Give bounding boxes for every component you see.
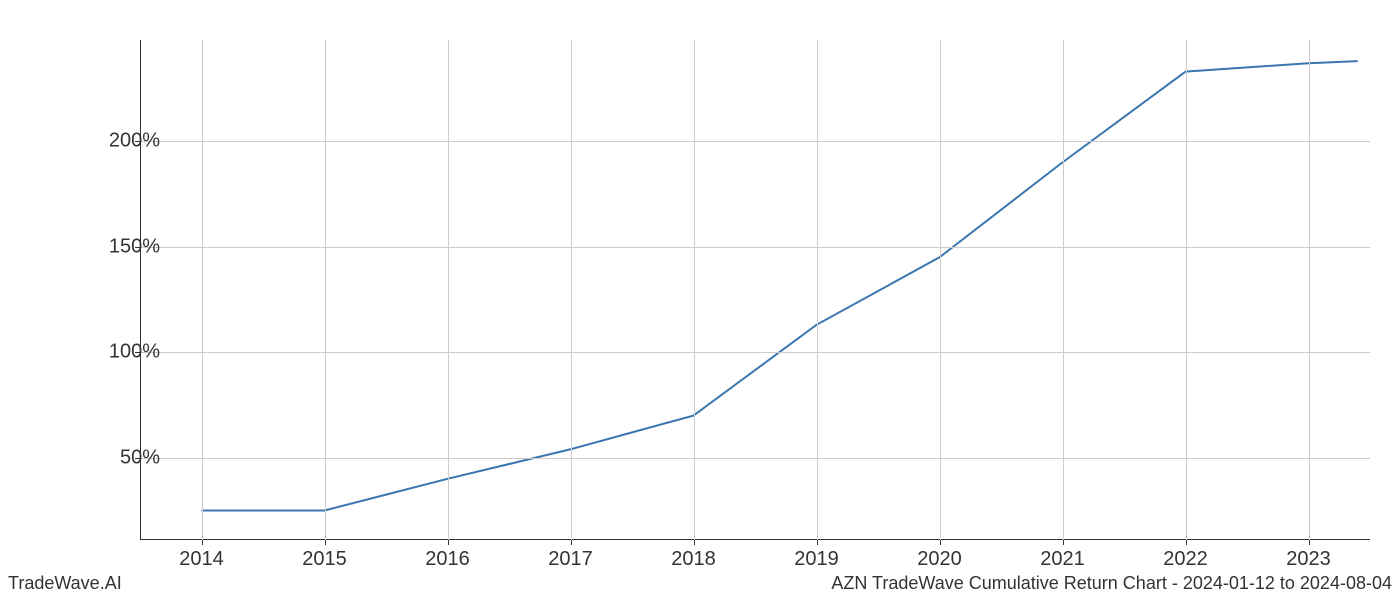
grid-line-vertical <box>817 40 818 540</box>
y-tick-mark <box>135 141 140 142</box>
x-tick-mark <box>694 540 695 545</box>
y-tick-mark <box>135 247 140 248</box>
x-axis-tick-label: 2022 <box>1163 548 1208 571</box>
grid-line-vertical <box>325 40 326 540</box>
x-tick-mark <box>325 540 326 545</box>
x-tick-mark <box>202 540 203 545</box>
y-axis-tick-label: 100% <box>80 341 160 364</box>
x-tick-mark <box>817 540 818 545</box>
grid-line-vertical <box>202 40 203 540</box>
y-tick-mark <box>135 352 140 353</box>
footer-caption: AZN TradeWave Cumulative Return Chart - … <box>831 573 1392 594</box>
grid-line-vertical <box>1309 40 1310 540</box>
x-tick-mark <box>571 540 572 545</box>
footer-brand: TradeWave.AI <box>8 573 122 594</box>
x-tick-mark <box>1063 540 1064 545</box>
grid-line-vertical <box>1186 40 1187 540</box>
y-axis-tick-label: 200% <box>80 130 160 153</box>
grid-line-vertical <box>448 40 449 540</box>
x-axis-tick-label: 2018 <box>671 548 716 571</box>
x-axis-tick-label: 2017 <box>548 548 593 571</box>
x-axis-tick-label: 2015 <box>302 548 347 571</box>
x-axis-tick-label: 2023 <box>1286 548 1331 571</box>
chart-plot-area <box>140 40 1370 540</box>
grid-line-vertical <box>940 40 941 540</box>
x-axis-tick-label: 2020 <box>917 548 962 571</box>
grid-line-vertical <box>694 40 695 540</box>
x-tick-mark <box>448 540 449 545</box>
y-tick-mark <box>135 458 140 459</box>
x-axis-tick-label: 2016 <box>425 548 470 571</box>
y-axis-tick-label: 50% <box>80 446 160 469</box>
x-tick-mark <box>940 540 941 545</box>
grid-line-vertical <box>571 40 572 540</box>
x-axis-tick-label: 2021 <box>1040 548 1085 571</box>
grid-line-vertical <box>1063 40 1064 540</box>
x-axis-tick-label: 2019 <box>794 548 839 571</box>
y-axis-tick-label: 150% <box>80 235 160 258</box>
x-tick-mark <box>1186 540 1187 545</box>
x-axis-tick-label: 2014 <box>179 548 224 571</box>
x-tick-mark <box>1309 540 1310 545</box>
